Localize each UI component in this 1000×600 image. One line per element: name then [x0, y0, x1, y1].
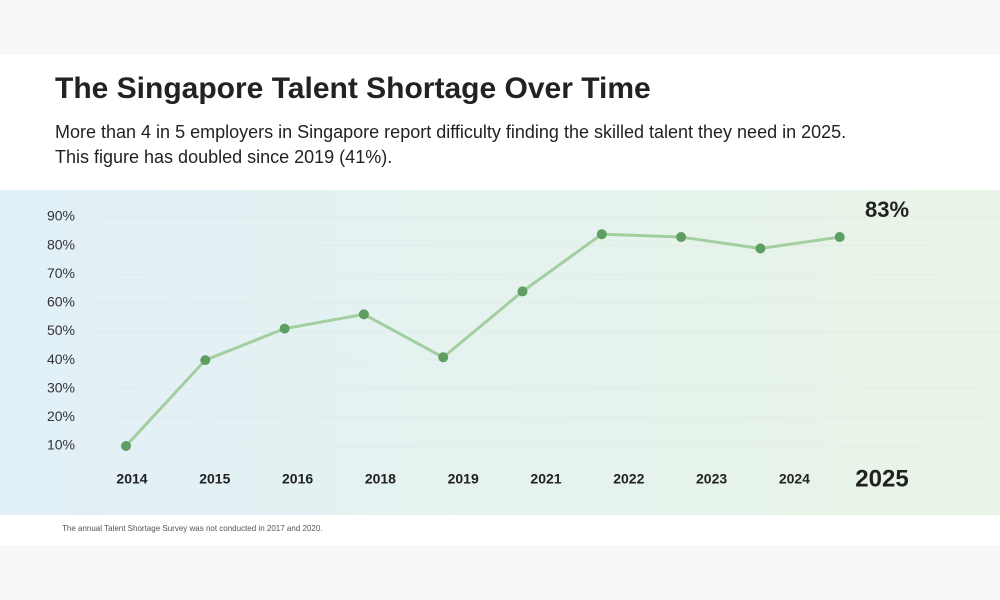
- x-tick-label: 2019: [448, 471, 479, 487]
- point: [121, 440, 131, 451]
- y-tick-label: 10%: [47, 437, 75, 453]
- x-tick-label: 2015: [199, 471, 230, 487]
- x-tick-label: 2014: [116, 471, 147, 487]
- line: [124, 232, 840, 447]
- y-tick-label: 20%: [47, 408, 75, 424]
- x-tick-label: 2018: [365, 471, 396, 487]
- x-tick-label: 2016: [282, 471, 313, 487]
- y-tick-label: 80%: [47, 236, 75, 252]
- y-tick-label: 40%: [47, 351, 75, 367]
- title: The Singapore Talent Shortage Over Time: [55, 72, 651, 105]
- point: [755, 243, 766, 254]
- point: [358, 309, 369, 320]
- y-tick-label: 50%: [47, 322, 75, 338]
- point: [834, 232, 845, 243]
- x-tick-label: 2021: [530, 471, 561, 487]
- point: [438, 352, 449, 363]
- y-tick-label: 30%: [47, 379, 75, 395]
- subtitle: More than 4 in 5 employers in Singapore …: [55, 122, 846, 142]
- x-tick-label: 2023: [696, 471, 727, 487]
- x-tick-label: 2025: [855, 465, 908, 492]
- value-label: 83%: [865, 197, 909, 222]
- chart-band: [0, 190, 1000, 515]
- footnote: The annual Talent Shortage Survey was no…: [62, 524, 322, 533]
- point: [596, 229, 607, 240]
- point: [676, 232, 687, 243]
- y-tick-label: 90%: [47, 208, 75, 224]
- point: [200, 355, 211, 366]
- x-tick-label: 2024: [779, 471, 810, 487]
- point: [279, 323, 290, 334]
- subtitle: This figure has doubled since 2019 (41%)…: [55, 147, 392, 167]
- y-tick-label: 70%: [47, 265, 75, 281]
- point: [517, 286, 528, 297]
- y-tick-label: 60%: [47, 294, 75, 310]
- x-tick-label: 2022: [613, 471, 644, 487]
